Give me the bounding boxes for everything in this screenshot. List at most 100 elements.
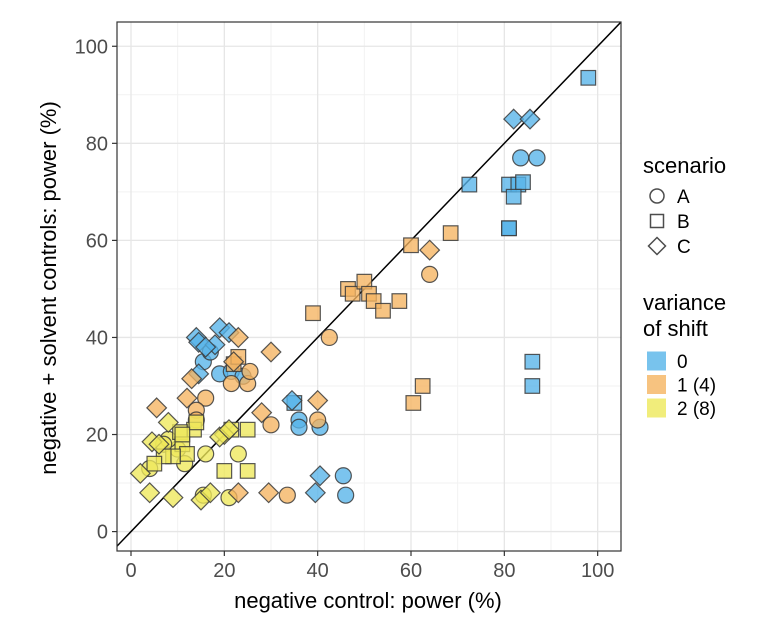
data-point-square-variance-1 [305, 305, 321, 322]
data-point-diamond-variance-1 [227, 482, 249, 504]
data-point-diamond-variance-0 [281, 389, 303, 412]
data-point-diamond-variance-0 [209, 317, 231, 339]
data-point-circle-variance-1 [320, 328, 338, 347]
legend-key-circle [649, 188, 665, 204]
legend-key-color [647, 398, 666, 418]
data-point-square-variance-2 [216, 463, 233, 479]
data-point-diamond-variance-0 [304, 482, 326, 504]
data-point-diamond-variance-1 [181, 368, 203, 390]
legend-label-variance: 1 (4) [677, 376, 716, 397]
data-point-circle-variance-1 [197, 389, 215, 407]
data-point-diamond-variance-0 [503, 108, 525, 130]
data-point-square-variance-1 [403, 237, 419, 254]
data-point-square-variance-2 [174, 426, 191, 443]
data-point-circle-variance-0 [337, 486, 355, 504]
data-point-diamond-variance-1 [223, 351, 245, 373]
data-point-diamond-variance-1 [251, 402, 273, 424]
data-point-diamond-variance-1 [307, 389, 329, 412]
data-point-square-variance-0 [524, 378, 541, 394]
x-tick-label: 0 [125, 560, 136, 582]
legend-scenario: scenario ABC [643, 153, 726, 258]
data-point-diamond-variance-0 [519, 108, 541, 130]
data-point-square-variance-2 [239, 463, 256, 479]
data-point-circle-variance-2 [197, 445, 215, 463]
legend-label-variance: 0 [677, 352, 688, 373]
y-axis-title: negative + solvent controls: power (%) [36, 101, 61, 475]
data-point-circle-variance-2 [229, 445, 247, 463]
data-point-diamond-variance-1 [260, 341, 282, 363]
x-tick-label: 100 [581, 560, 614, 582]
data-point-circle-variance-1 [309, 411, 327, 429]
data-point-diamond-variance-1 [146, 397, 168, 419]
data-point-square-variance-1 [414, 378, 431, 394]
data-point-circle-variance-1 [421, 265, 439, 283]
legend-key-color [647, 375, 666, 394]
plot-panel-border [116, 21, 622, 552]
legend-label-scenario-A: A [677, 187, 690, 208]
data-point-circle-variance-1 [278, 486, 296, 504]
data-point-square-variance-2 [188, 414, 205, 431]
y-tick-label: 60 [86, 230, 108, 252]
data-point-square-variance-1 [405, 395, 422, 411]
data-point-square-variance-0 [524, 353, 541, 370]
data-point-circle-variance-1 [262, 416, 280, 434]
legend-label-variance: 2 (8) [677, 399, 716, 420]
legend-key-square [649, 213, 665, 229]
data-point-diamond-variance-2 [162, 486, 184, 509]
data-point-square-variance-0 [580, 69, 597, 86]
data-point-square-variance-0 [501, 220, 517, 237]
y-tick-label: 0 [97, 522, 108, 544]
data-point-diamond-variance-2 [139, 482, 161, 504]
data-point-circle-variance-0 [334, 467, 352, 485]
data-point-circle-variance-0 [528, 149, 546, 167]
data-point-circle-variance-0 [290, 418, 308, 436]
data-point-circle-variance-1 [222, 374, 240, 393]
data-point-diamond-variance-1 [227, 326, 249, 349]
y-axis-ticks: 0 20 40 60 80 100 [75, 36, 117, 544]
y-tick-label: 100 [75, 36, 108, 58]
data-point-diamond-variance-2 [218, 419, 240, 441]
data-points [129, 69, 597, 511]
legend-label-scenario-B: B [677, 212, 690, 233]
data-point-diamond-variance-2 [129, 462, 151, 484]
legend-variance-title-line-2: of shift [643, 316, 708, 341]
data-point-diamond-variance-1 [176, 387, 198, 409]
data-point-square-variance-1 [391, 293, 408, 309]
y-tick-label: 20 [86, 425, 108, 447]
x-tick-label: 40 [307, 560, 329, 582]
data-point-diamond-variance-0 [218, 321, 240, 344]
x-axis-title: negative control: power (%) [234, 588, 502, 613]
data-point-square-variance-1 [344, 285, 361, 302]
y-tick-label: 80 [86, 133, 108, 155]
data-point-circle-variance-0 [512, 149, 530, 167]
data-point-diamond-variance-1 [419, 239, 441, 261]
data-point-square-variance-0 [515, 174, 531, 191]
data-point-square-variance-1 [375, 302, 391, 319]
y-tick-label: 40 [86, 327, 108, 349]
data-point-square-variance-1 [442, 225, 459, 242]
legend-key-color [647, 351, 666, 371]
data-point-square-variance-2 [179, 446, 195, 462]
data-point-square-variance-0 [505, 188, 522, 205]
legend-label-scenario-C: C [677, 237, 691, 258]
plot-panel [116, 21, 622, 552]
legend-variance-title-line-1: variance [643, 290, 726, 315]
x-axis-ticks: 0 20 40 60 80 100 [125, 551, 614, 582]
legend-scenario-title: scenario [643, 153, 726, 178]
data-point-diamond-variance-1 [258, 482, 280, 504]
data-point-diamond-variance-2 [199, 482, 221, 504]
legend-variance: variance of shift 0 1 (4)2 (8) [643, 290, 726, 420]
x-tick-label: 80 [493, 560, 515, 582]
data-point-square-variance-0 [461, 176, 478, 193]
data-point-square-variance-2 [239, 421, 256, 438]
data-point-diamond-variance-0 [195, 336, 217, 358]
data-point-diamond-variance-0 [309, 465, 331, 487]
data-point-circle-variance-1 [241, 362, 259, 381]
x-tick-label: 60 [400, 560, 422, 582]
legend-key-diamond [647, 236, 667, 256]
data-point-diamond-variance-2 [157, 411, 179, 434]
data-point-diamond-variance-2 [148, 433, 170, 455]
x-tick-label: 20 [213, 560, 235, 582]
data-point-square-variance-2 [146, 455, 163, 472]
